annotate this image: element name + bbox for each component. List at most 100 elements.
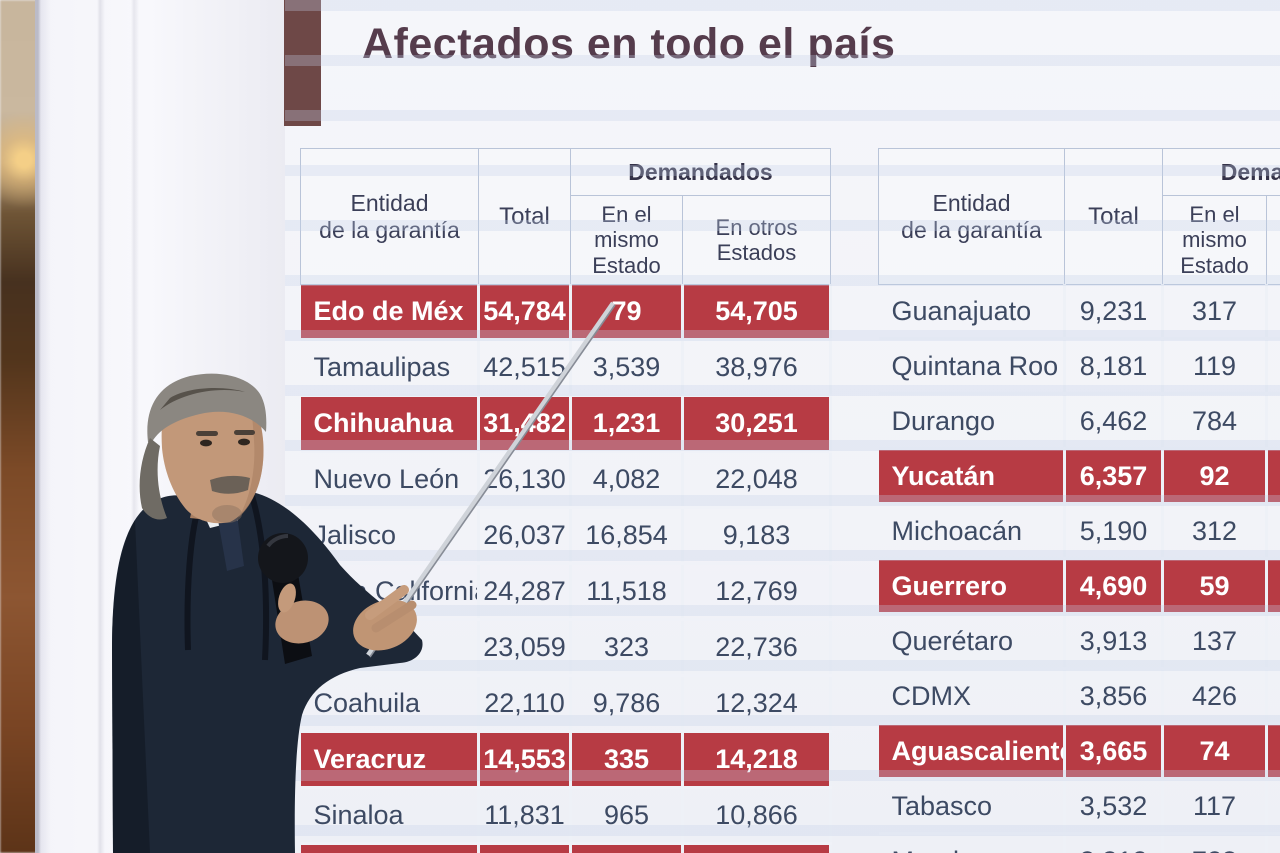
total-cell: 6,357 (1064, 448, 1164, 505)
table-row (300, 843, 832, 853)
same-cell: 1,231 (570, 395, 684, 453)
others-cell: 9,183 (682, 507, 832, 565)
presenter-brow-left (196, 431, 218, 436)
entity-cell: Quintana Roo (878, 338, 1066, 395)
entity-cell: Morelos (878, 833, 1066, 853)
same-cell: 4,082 (570, 451, 684, 509)
entity-cell: Tamaulipas (300, 339, 480, 397)
presenter-suit-shadow (112, 520, 150, 853)
entity-cell: Guanajuato (878, 284, 1066, 340)
others-cell (1266, 284, 1280, 340)
same-cell: 335 (570, 731, 684, 789)
others-cell: 14,218 (682, 731, 832, 789)
table-row: Sinaloa 11,831 965 10,866 (300, 787, 832, 845)
others-cell (1266, 778, 1280, 835)
others-cell (682, 843, 832, 853)
same-cell: 3,539 (570, 339, 684, 397)
presenter-hair-back (139, 438, 167, 520)
others-cell (1266, 503, 1280, 560)
same-cell: 323 (570, 619, 684, 677)
entity-cell: Aguascalientes (878, 723, 1066, 780)
total-cell: 5,190 (1064, 503, 1164, 560)
total-cell: 26,037 (478, 507, 572, 565)
header-other-states: En otros Estados (682, 195, 831, 285)
header-same-state: En el mismo Estado (570, 195, 683, 285)
total-cell: 14,553 (478, 731, 572, 789)
table-row: Veracruz 14,553 335 14,218 (300, 731, 832, 789)
table-row: Coahuila 22,110 9,786 12,324 (300, 675, 832, 733)
others-cell (1266, 833, 1280, 853)
presenter-eye-left (200, 439, 212, 447)
total-cell: 23,059 (478, 619, 572, 677)
slide-title: Afectados en todo el país (362, 20, 896, 68)
finger (365, 585, 409, 620)
presenter-thumb-right (278, 583, 296, 613)
entity-cell: Edo de Méx (300, 284, 480, 341)
table-row: Jalisco 26,037 16,854 9,183 (300, 507, 832, 565)
presenter-eye-right (238, 438, 250, 446)
microphone-highlight (266, 534, 289, 548)
total-cell: 31,482 (478, 395, 572, 453)
hair-streaks (160, 388, 245, 410)
same-cell: 74 (1162, 723, 1268, 780)
pointer-stick-shade (369, 304, 616, 658)
finger (371, 600, 417, 633)
table-row: Quintana Roo 8,181 119 (878, 338, 1280, 395)
same-cell: 137 (1162, 613, 1268, 670)
others-cell: 30,251 (682, 395, 832, 453)
table-row: Edo de Méx 54,784 79 54,705 (300, 284, 832, 341)
total-cell: 3,665 (1064, 723, 1164, 780)
same-cell: 312 (1162, 503, 1268, 560)
total-cell: 22,110 (478, 675, 572, 733)
same-cell: 119 (1162, 338, 1268, 395)
face-shading (238, 402, 264, 518)
table-row: Querétaro 3,913 137 (878, 613, 1280, 670)
others-cell: 12,324 (682, 675, 832, 733)
pointer-stick (366, 301, 615, 657)
total-cell: 42,515 (478, 339, 572, 397)
table-row: Guanajuato 9,231 317 (878, 284, 1280, 340)
entity-cell: Chihuahua (300, 395, 480, 453)
same-cell: 79 (570, 284, 684, 341)
tie (218, 515, 244, 571)
table-row: Michoacán 5,190 312 (878, 503, 1280, 560)
entity-cell: Querétaro (878, 613, 1066, 670)
total-cell: 54,784 (478, 284, 572, 341)
chin-beard-shading (212, 505, 242, 523)
presenter-mustache (210, 475, 250, 494)
header-total: Total (1064, 148, 1163, 285)
header-demandados: Demandados (1162, 148, 1280, 196)
total-cell: 4,690 (1064, 558, 1164, 615)
total-cell: 11,831 (478, 787, 572, 845)
same-cell: 426 (1162, 668, 1268, 725)
table-row: Yucatán 6,357 92 (878, 448, 1280, 505)
entity-cell: Tabasco (878, 778, 1066, 835)
total-cell: 3,312 (1064, 833, 1164, 853)
same-cell: 784 (1162, 393, 1268, 450)
entity-cell: Coahuila (300, 675, 480, 733)
others-cell (1266, 558, 1280, 615)
header-demandados: Demandados (570, 148, 831, 196)
table-row: Guerrero 4,690 59 (878, 558, 1280, 615)
table-row: Morelos3,312728 (878, 833, 1280, 853)
same-cell: 92 (1162, 448, 1268, 505)
table-row: CDMX 3,856 426 (878, 668, 1280, 725)
presenter-hair (147, 373, 267, 442)
entity-cell: Veracruz (300, 731, 480, 789)
entity-cell: Yucatán (878, 448, 1066, 505)
others-cell (1266, 393, 1280, 450)
header-entity: Entidad de la garantía (878, 148, 1065, 285)
table-body: Edo de Méx 54,784 79 54,705 Tamaulipas 42,515… (300, 284, 832, 853)
same-cell (570, 843, 684, 853)
header-other-states: En otros Estados (1266, 195, 1280, 285)
others-cell (1266, 668, 1280, 725)
header-entity: Entidad de la garantía (300, 148, 479, 285)
table-header: Entidad de la garantía Total Demandados … (878, 148, 1280, 285)
others-cell: 22,048 (682, 451, 832, 509)
same-cell: 59 (1162, 558, 1268, 615)
total-cell: 8,181 (1064, 338, 1164, 395)
entity-cell: Guerrero (878, 558, 1066, 615)
